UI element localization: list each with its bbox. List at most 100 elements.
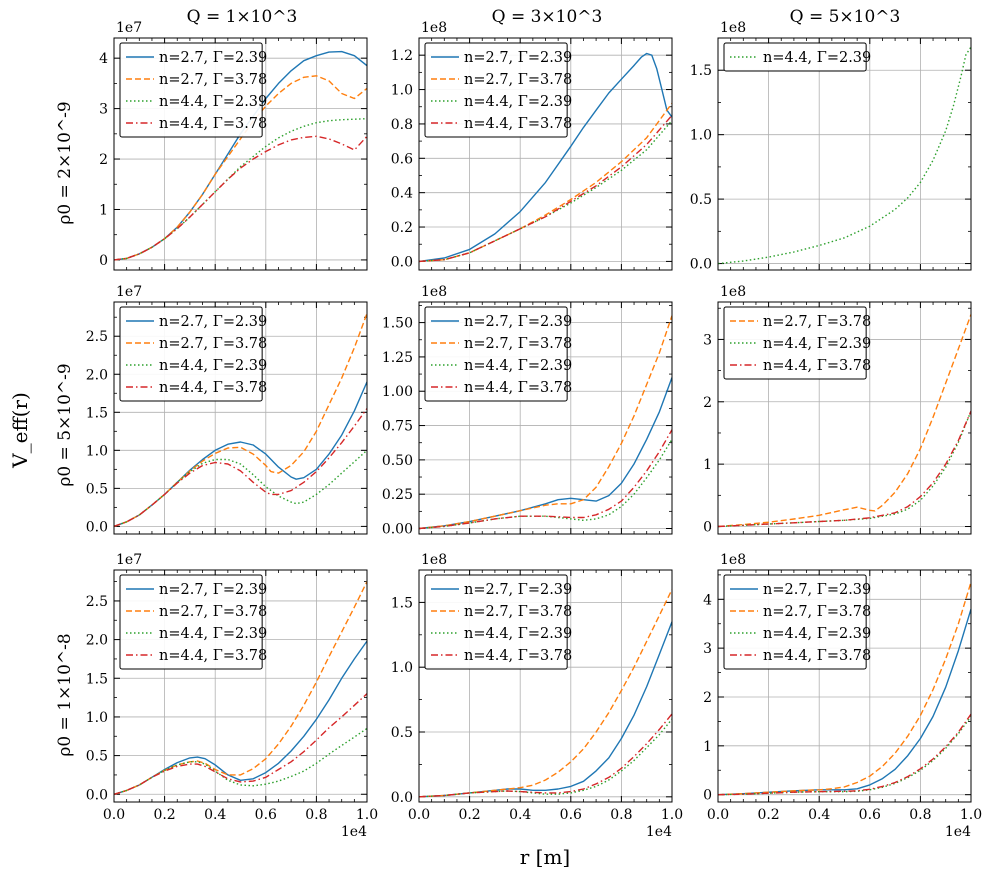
y-tick-label: 3 bbox=[99, 102, 108, 118]
series-line bbox=[419, 120, 672, 263]
y-tick-label: 0 bbox=[99, 253, 108, 269]
y-tick-label: 1.0 bbox=[690, 128, 712, 144]
plot-frame bbox=[418, 37, 673, 271]
x-offset-label: 1e4 bbox=[646, 824, 672, 840]
plot-frame bbox=[717, 569, 972, 803]
legend-label: n=2.7, Γ=3.78 bbox=[159, 72, 267, 88]
series-group bbox=[718, 581, 971, 796]
y-tick-label: 0.8 bbox=[391, 117, 413, 133]
legend-label: n=4.4, Γ=2.39 bbox=[464, 358, 572, 374]
legend-label: n=2.7, Γ=2.39 bbox=[159, 50, 267, 66]
legend-box bbox=[119, 306, 263, 402]
subplot-grid: 0 1 2 3 4 1e7 n=2.7, Γ=2.39 n=2.7, Γ=3.78 n=4.4,… bbox=[86, 20, 982, 840]
y-tick-label: 0.00 bbox=[382, 522, 413, 538]
legend: n=4.4, Γ=2.39 bbox=[723, 42, 871, 72]
legend-label: n=4.4, Γ=2.39 bbox=[159, 94, 267, 110]
legend-label: n=4.4, Γ=3.78 bbox=[464, 116, 572, 132]
y-tick-label: 1.0 bbox=[391, 660, 413, 676]
y-axis-label: V_eff(r) bbox=[8, 392, 32, 469]
x-tick-label: 0.6 bbox=[859, 807, 881, 823]
legend-label: n=4.4, Γ=3.78 bbox=[464, 648, 572, 664]
y-offset-label: 1e8 bbox=[720, 20, 746, 36]
y-tick-label: 1.5 bbox=[391, 595, 413, 611]
legend: n=2.7, Γ=3.78 n=4.4, Γ=2.39 n=4.4, Γ=3.78 bbox=[723, 306, 871, 380]
y-tick-label: 1.0 bbox=[86, 443, 108, 459]
legend-label: n=4.4, Γ=3.78 bbox=[763, 648, 871, 664]
series-group bbox=[114, 313, 367, 528]
y-tick-label: 0 bbox=[703, 788, 712, 804]
legend-box bbox=[723, 574, 867, 670]
legend-label: n=2.7, Γ=2.39 bbox=[159, 582, 267, 598]
series-line bbox=[114, 449, 367, 528]
legend-label: n=4.4, Γ=2.39 bbox=[464, 94, 572, 110]
y-tick-label: 1 bbox=[703, 457, 712, 473]
y-tick-label: 1.2 bbox=[391, 48, 413, 64]
y-tick-label: 0.2 bbox=[391, 220, 413, 236]
col-title-3: Q = 5×10^3 bbox=[790, 7, 901, 27]
subplot-r2c2: 0.00 0.25 0.50 0.75 1.00 1.25 1.50 1e8 n=2.7, Γ=… bbox=[382, 284, 673, 538]
series-line bbox=[419, 52, 672, 263]
y-tick-label: 0 bbox=[703, 520, 712, 536]
subplot-r2c3: 0 1 2 3 1e8 n=2.7, Γ=3.78 n=4.4, Γ=2.39 n=4.4, … bbox=[703, 284, 972, 536]
series-group bbox=[718, 46, 971, 265]
legend-label: n=2.7, Γ=2.39 bbox=[464, 50, 572, 66]
legend: n=2.7, Γ=2.39 n=2.7, Γ=3.78 n=4.4, Γ=2.39 n… bbox=[723, 574, 871, 670]
y-offset-label: 1e8 bbox=[720, 284, 746, 300]
legend-label: n=2.7, Γ=2.39 bbox=[763, 582, 871, 598]
series-group bbox=[718, 314, 971, 528]
legend-box bbox=[119, 42, 263, 138]
legend: n=2.7, Γ=2.39 n=2.7, Γ=3.78 n=4.4, Γ=2.39 n… bbox=[119, 42, 267, 138]
legend-box bbox=[424, 42, 568, 138]
series-line bbox=[718, 46, 971, 265]
plot-frame bbox=[418, 569, 673, 803]
legend-label: n=2.7, Γ=2.39 bbox=[464, 314, 572, 330]
legend-label: n=2.7, Γ=3.78 bbox=[464, 336, 572, 352]
legend-label: n=4.4, Γ=3.78 bbox=[159, 116, 267, 132]
x-tick-label: 0.2 bbox=[757, 807, 779, 823]
series-group bbox=[419, 52, 672, 263]
legend-label: n=4.4, Γ=3.78 bbox=[763, 358, 871, 374]
series-group bbox=[419, 315, 672, 530]
legend-label: n=4.4, Γ=2.39 bbox=[763, 50, 871, 66]
legend-label: n=4.4, Γ=2.39 bbox=[763, 336, 871, 352]
x-offset-label: 1e4 bbox=[341, 824, 367, 840]
legend-box bbox=[424, 574, 568, 670]
y-offset-label: 1e7 bbox=[116, 552, 142, 568]
col-title-2: Q = 3×10^3 bbox=[492, 7, 603, 27]
legend: n=2.7, Γ=2.39 n=2.7, Γ=3.78 n=4.4, Γ=2.39 n… bbox=[119, 574, 267, 670]
legend-label: n=4.4, Γ=2.39 bbox=[464, 626, 572, 642]
legend-label: n=2.7, Γ=3.78 bbox=[464, 604, 572, 620]
legend-label: n=2.7, Γ=3.78 bbox=[159, 604, 267, 620]
x-tick-label: 0.2 bbox=[153, 807, 175, 823]
y-tick-label: 1.0 bbox=[86, 710, 108, 726]
x-tick-label: 0.8 bbox=[305, 807, 327, 823]
y-tick-label: 3 bbox=[703, 641, 712, 657]
y-tick-label: 1 bbox=[99, 202, 108, 218]
series-line bbox=[114, 118, 367, 261]
series-line bbox=[419, 102, 672, 263]
x-tick-label: 0.8 bbox=[909, 807, 931, 823]
legend-box bbox=[424, 306, 568, 402]
legend-label: n=4.4, Γ=2.39 bbox=[763, 626, 871, 642]
y-tick-label: 0.5 bbox=[690, 192, 712, 208]
y-tick-label: 1.5 bbox=[86, 671, 108, 687]
subplot-r3c1: 0.0 0.2 0.4 0.6 0.8 1.0 0.0 0.5 1.0 1.5 2.0 2.5 1e7 1… bbox=[86, 552, 378, 840]
y-tick-label: 1.25 bbox=[382, 350, 413, 366]
series-line bbox=[718, 314, 971, 528]
y-tick-label: 2.5 bbox=[86, 594, 108, 610]
subplot-r3c3: 0.0 0.2 0.4 0.6 0.8 1.0 0 1 2 3 4 1e8 1e4 n=2.7, Γ=2.… bbox=[703, 552, 982, 840]
series-line bbox=[114, 693, 367, 795]
col-title-1: Q = 1×10^3 bbox=[187, 7, 298, 27]
series-line bbox=[419, 718, 672, 798]
x-tick-label: 0.4 bbox=[204, 807, 226, 823]
series-line bbox=[114, 313, 367, 528]
legend-label: n=4.4, Γ=2.39 bbox=[159, 626, 267, 642]
series-line bbox=[419, 713, 672, 798]
y-offset-label: 1e8 bbox=[421, 552, 447, 568]
y-tick-label: 0.5 bbox=[86, 481, 108, 497]
series-group bbox=[419, 589, 672, 798]
row-label-3: ρ0 = 1×10^-8 bbox=[55, 633, 75, 756]
y-tick-label: 0.0 bbox=[86, 519, 108, 535]
